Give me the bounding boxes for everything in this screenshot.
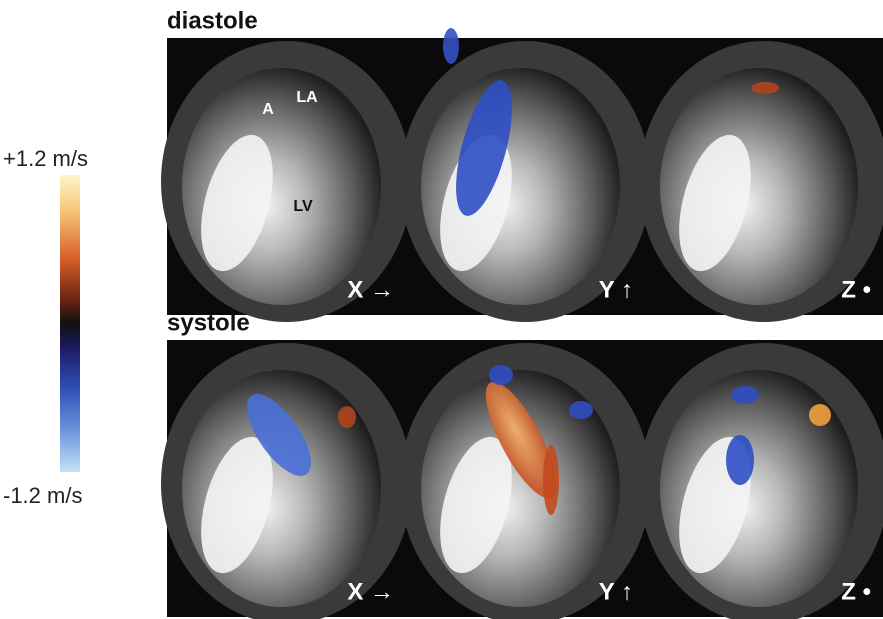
panels: diastole X → Y ↑ Z • A LA LV systole X → Y ↑ Z • xyxy=(161,7,883,619)
figure: +1.2 m/s -1.2 m/s diastole X → Y ↑ Z • A LA LV… xyxy=(0,0,883,619)
image-panel: X → xyxy=(161,340,412,619)
image-panel: Y ↑ xyxy=(400,28,651,322)
panel-label: Y ↑ xyxy=(599,276,633,303)
panel-label: Z • xyxy=(841,578,871,605)
flow-region xyxy=(443,28,459,64)
image-panel: Z • xyxy=(639,38,883,322)
flow-region xyxy=(338,406,356,428)
flow-region xyxy=(751,82,779,94)
flow-region xyxy=(489,365,513,385)
image-panel: Y ↑ xyxy=(400,340,651,619)
anatomy-label: A xyxy=(262,101,274,118)
flow-region xyxy=(809,404,831,426)
image-panel: Z • xyxy=(639,340,883,619)
anatomy-label: LA xyxy=(296,89,318,106)
panel-label: X → xyxy=(347,276,394,303)
page: +1.2 m/s -1.2 m/s diastole X → Y ↑ Z • A LA LV… xyxy=(0,0,883,619)
flow-region xyxy=(543,445,559,515)
colorbar xyxy=(60,175,80,472)
colorbar-max-label: +1.2 m/s xyxy=(3,146,88,171)
panel-label: Z • xyxy=(841,276,871,303)
row-title: diastole xyxy=(167,7,258,34)
panel-label: X → xyxy=(347,578,394,605)
anatomy-label: LV xyxy=(293,198,313,215)
row-title: systole xyxy=(167,309,250,336)
panel-label: Y ↑ xyxy=(599,578,633,605)
flow-region xyxy=(731,386,759,404)
colorbar-min-label: -1.2 m/s xyxy=(3,483,82,508)
flow-region xyxy=(726,435,754,485)
flow-region xyxy=(569,401,593,419)
image-panel: X → xyxy=(161,38,412,322)
